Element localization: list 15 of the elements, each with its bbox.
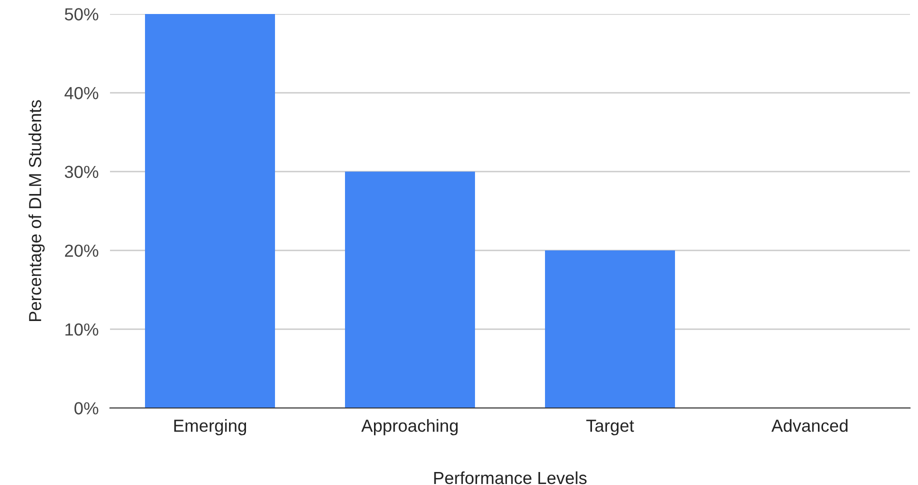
x-tick-label: Approaching [361,419,458,436]
x-axis-title: Performance Levels [434,471,587,484]
x-tick-label: Advanced [771,419,848,432]
bar [345,172,475,408]
y-tick-label: 20% [65,244,98,257]
bar [545,250,675,408]
y-tick-label: 50% [64,8,98,20]
y-tick-label: 30% [64,166,98,178]
y-axis-title: Percentage of DLM Students [28,100,45,322]
y-tick-label: 0% [74,402,98,414]
y-tick-label: 40% [64,86,98,100]
x-tick-label: Target [586,420,634,436]
bar [145,14,275,408]
x-tick-label: Emerging [174,419,246,436]
y-tick-label: 10% [65,323,98,336]
